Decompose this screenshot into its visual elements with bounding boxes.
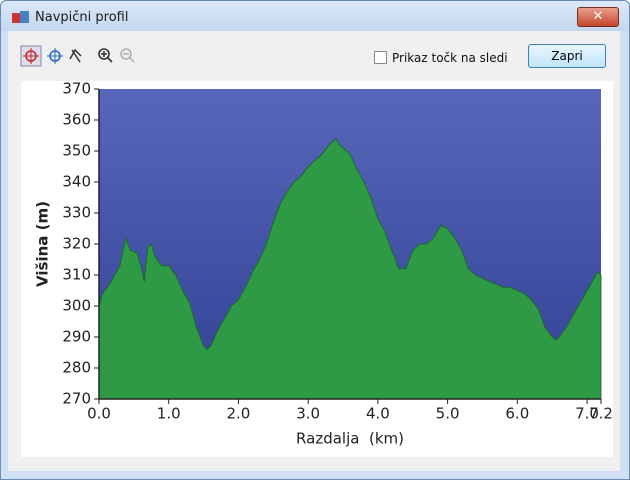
x-tick-label: 1.0	[157, 405, 181, 423]
x-tick-label: 7.0	[575, 405, 599, 423]
x-tick-label: 5.0	[436, 405, 460, 423]
y-tick-label: 320	[62, 235, 91, 253]
y-tick-label: 360	[62, 111, 91, 129]
toolbar	[20, 45, 135, 67]
x-tick-label: 7.2	[589, 405, 613, 423]
y-tick-label: 270	[62, 390, 91, 408]
checkbox-label: Prikaz točk na sledi	[392, 51, 508, 65]
window-title: Navpični profil	[35, 10, 129, 25]
close-button[interactable]: ✕	[577, 7, 619, 27]
client-area: Prikaz točk na sledi Zapri 270 280 290 300 3…	[8, 31, 620, 471]
x-tick-label: 3.0	[296, 405, 320, 423]
y-tick-label: 370	[62, 81, 91, 98]
x-tick-label: 4.0	[366, 405, 390, 423]
x-tick-label: 6.0	[505, 405, 529, 423]
x-tick-label: 2.0	[227, 405, 251, 423]
y-tick-label: 280	[62, 359, 91, 377]
x-tick-label: 0.0	[87, 405, 111, 423]
app-icon	[12, 11, 29, 23]
chart: 270 280 290 300 310 320 330 340 350 360 370 0.0 1.0 2…	[21, 81, 613, 457]
y-tick-label: 330	[62, 204, 91, 222]
elevation-area	[98, 137, 602, 400]
y-tick-label: 290	[62, 328, 91, 346]
y-tick-label: 350	[62, 142, 91, 160]
x-axis-label: Razdalja (km)	[296, 430, 404, 448]
close-dialog-button[interactable]: Zapri	[528, 44, 606, 68]
checkbox[interactable]: Prikaz točk na sledi	[374, 51, 508, 65]
y-tick-label: 310	[62, 266, 91, 284]
y-axis-label: Višina (m)	[34, 201, 52, 287]
tool-rotate[interactable]	[69, 48, 82, 63]
y-tick-label: 340	[62, 173, 91, 191]
title-bar: Navpični profil ✕	[1, 1, 629, 31]
zoom-in[interactable]	[98, 48, 110, 60]
zoom-out[interactable]	[120, 48, 132, 60]
y-tick-label: 300	[62, 297, 91, 315]
